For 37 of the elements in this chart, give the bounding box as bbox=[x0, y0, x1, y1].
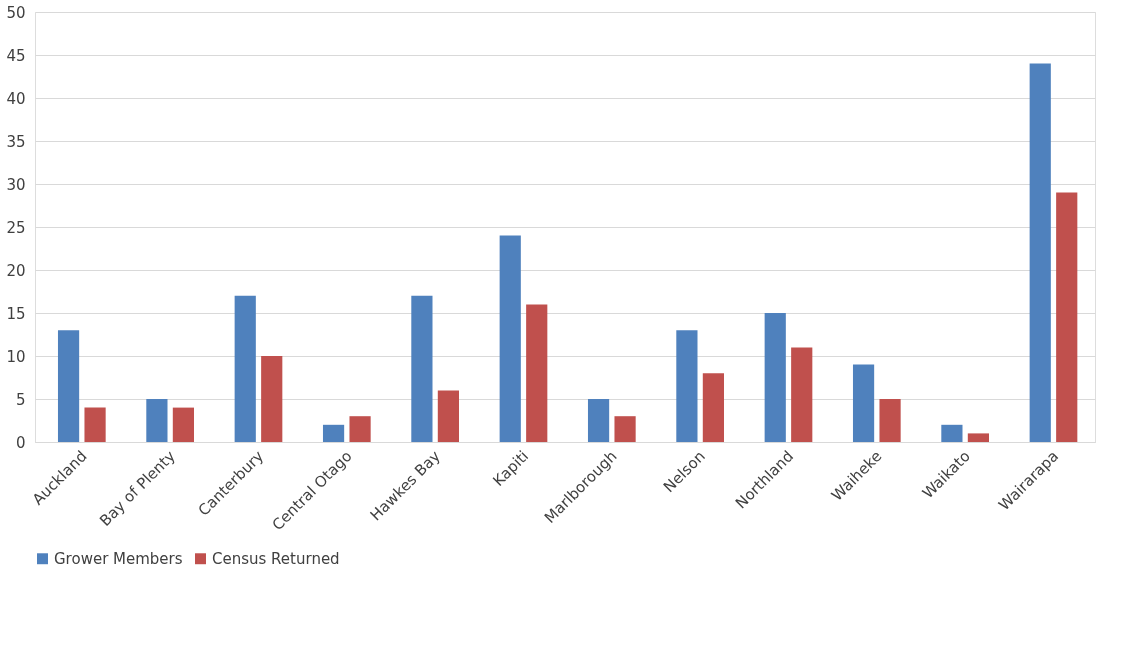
bar bbox=[676, 330, 698, 442]
bar bbox=[172, 407, 194, 442]
y-tick-label: 20 bbox=[6, 261, 26, 280]
bar bbox=[1056, 192, 1078, 442]
bar bbox=[437, 390, 459, 442]
y-tick-label: 30 bbox=[6, 175, 26, 194]
bar bbox=[852, 364, 875, 442]
bar bbox=[322, 424, 345, 442]
bar bbox=[614, 416, 636, 442]
legend-label: Census Returned bbox=[212, 549, 340, 568]
legend-label: Grower Members bbox=[54, 549, 183, 568]
bar bbox=[234, 295, 256, 442]
bar bbox=[764, 313, 786, 442]
bar bbox=[411, 295, 433, 442]
bar bbox=[526, 304, 548, 442]
bar bbox=[146, 399, 168, 442]
bar bbox=[967, 433, 989, 442]
y-tick-label: 40 bbox=[6, 89, 26, 108]
y-tick-label: 15 bbox=[6, 304, 26, 323]
bar bbox=[879, 399, 901, 442]
bar bbox=[84, 407, 106, 442]
y-tick-label: 35 bbox=[6, 132, 26, 151]
bar bbox=[261, 356, 283, 442]
y-tick-label: 50 bbox=[6, 3, 26, 22]
bar bbox=[791, 347, 813, 442]
y-tick-label: 0 bbox=[15, 433, 26, 452]
bar bbox=[702, 373, 724, 442]
bar bbox=[499, 235, 521, 442]
bar bbox=[941, 424, 963, 442]
bar bbox=[349, 416, 371, 442]
bar bbox=[57, 330, 80, 442]
y-tick-label: 5 bbox=[15, 390, 26, 409]
bar bbox=[587, 399, 610, 442]
y-tick-label: 25 bbox=[6, 218, 26, 237]
y-tick-label: 45 bbox=[6, 46, 26, 65]
y-tick-label: 10 bbox=[6, 347, 26, 366]
bar bbox=[1029, 63, 1051, 442]
